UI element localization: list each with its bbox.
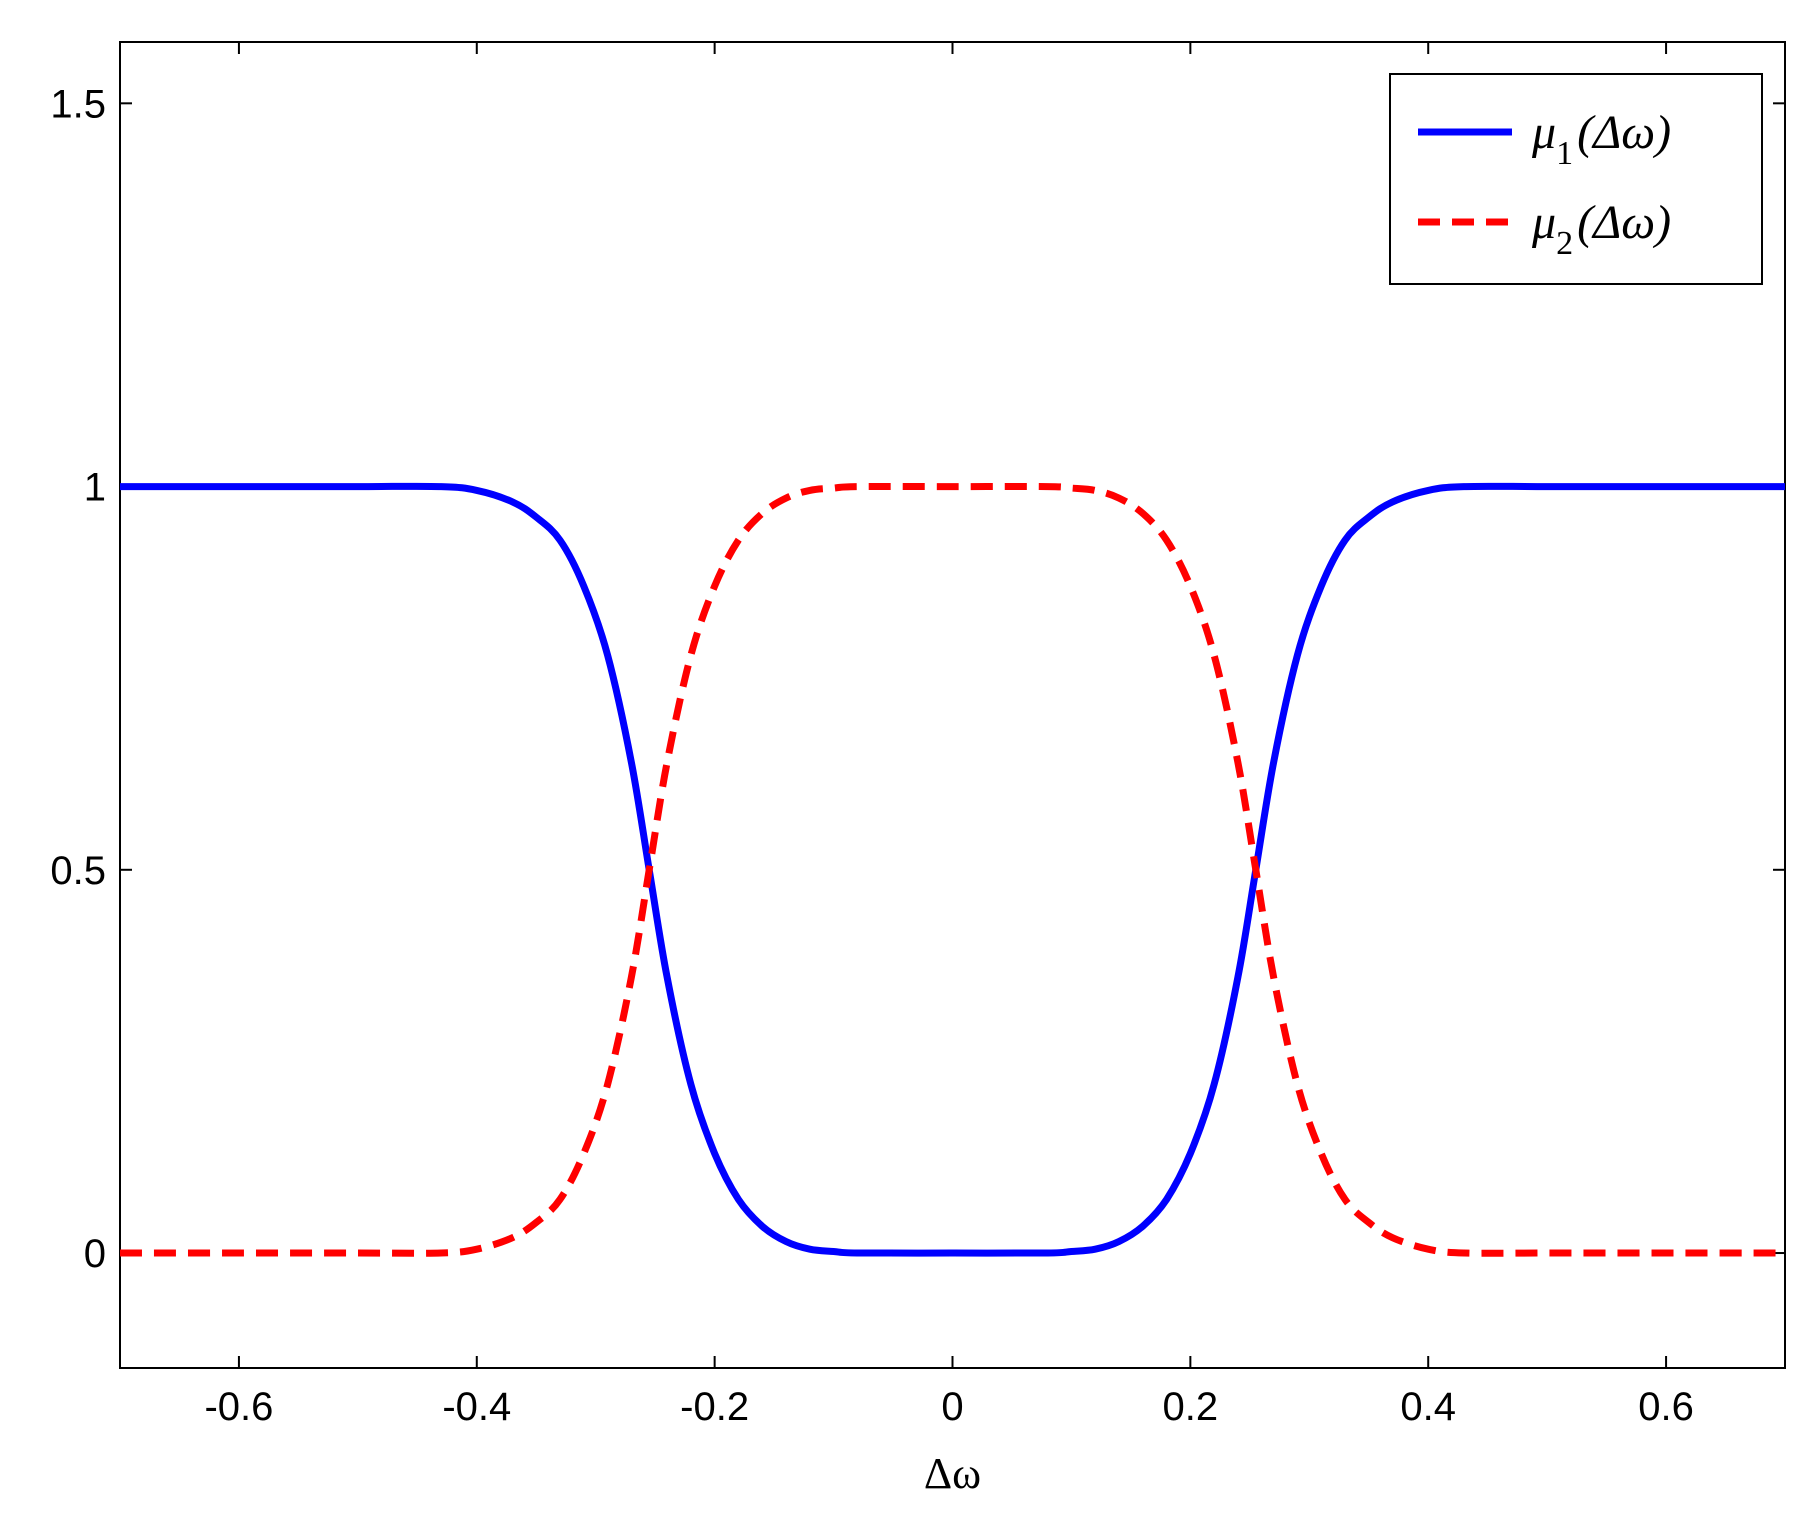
legend-label-2: μ2(Δω): [1531, 196, 1671, 262]
legend-label-sub: 1: [1556, 135, 1573, 172]
legend-label-main: μ: [1531, 196, 1556, 249]
legend-box: [1389, 73, 1763, 285]
x-axis-label: Δω: [924, 1449, 981, 1498]
x-tick-label: -0.6: [204, 1385, 273, 1429]
legend-label-rest: (Δω): [1577, 106, 1671, 159]
legend-label-sub: 2: [1556, 225, 1573, 262]
legend-label-main: μ: [1531, 106, 1556, 159]
legend-label-rest: (Δω): [1577, 196, 1671, 249]
series-layer: [120, 482, 1785, 1257]
y-tick-label: 0: [84, 1232, 106, 1276]
y-tick-label: 0.5: [50, 849, 106, 893]
x-tick-labels: -0.6 -0.4 -0.2 0 0.2 0.4 0.6: [204, 1385, 1693, 1429]
y-tick-label: 1: [84, 466, 106, 510]
series-line-1: [120, 482, 1785, 1257]
x-tick-label: 0.4: [1400, 1385, 1456, 1429]
legend: μ1(Δω)μ2(Δω): [1389, 73, 1763, 285]
series-line-2: [120, 482, 1785, 1257]
x-tick-label: -0.2: [680, 1385, 749, 1429]
x-tick-label: 0: [941, 1385, 963, 1429]
x-tick-label: 0.6: [1638, 1385, 1694, 1429]
legend-label-1: μ1(Δω): [1531, 106, 1671, 172]
y-tick-label: 1.5: [50, 82, 106, 126]
y-tick-labels: 0 0.5 1 1.5: [50, 82, 106, 1276]
x-tick-label: -0.4: [442, 1385, 511, 1429]
x-tick-label: 0.2: [1163, 1385, 1219, 1429]
